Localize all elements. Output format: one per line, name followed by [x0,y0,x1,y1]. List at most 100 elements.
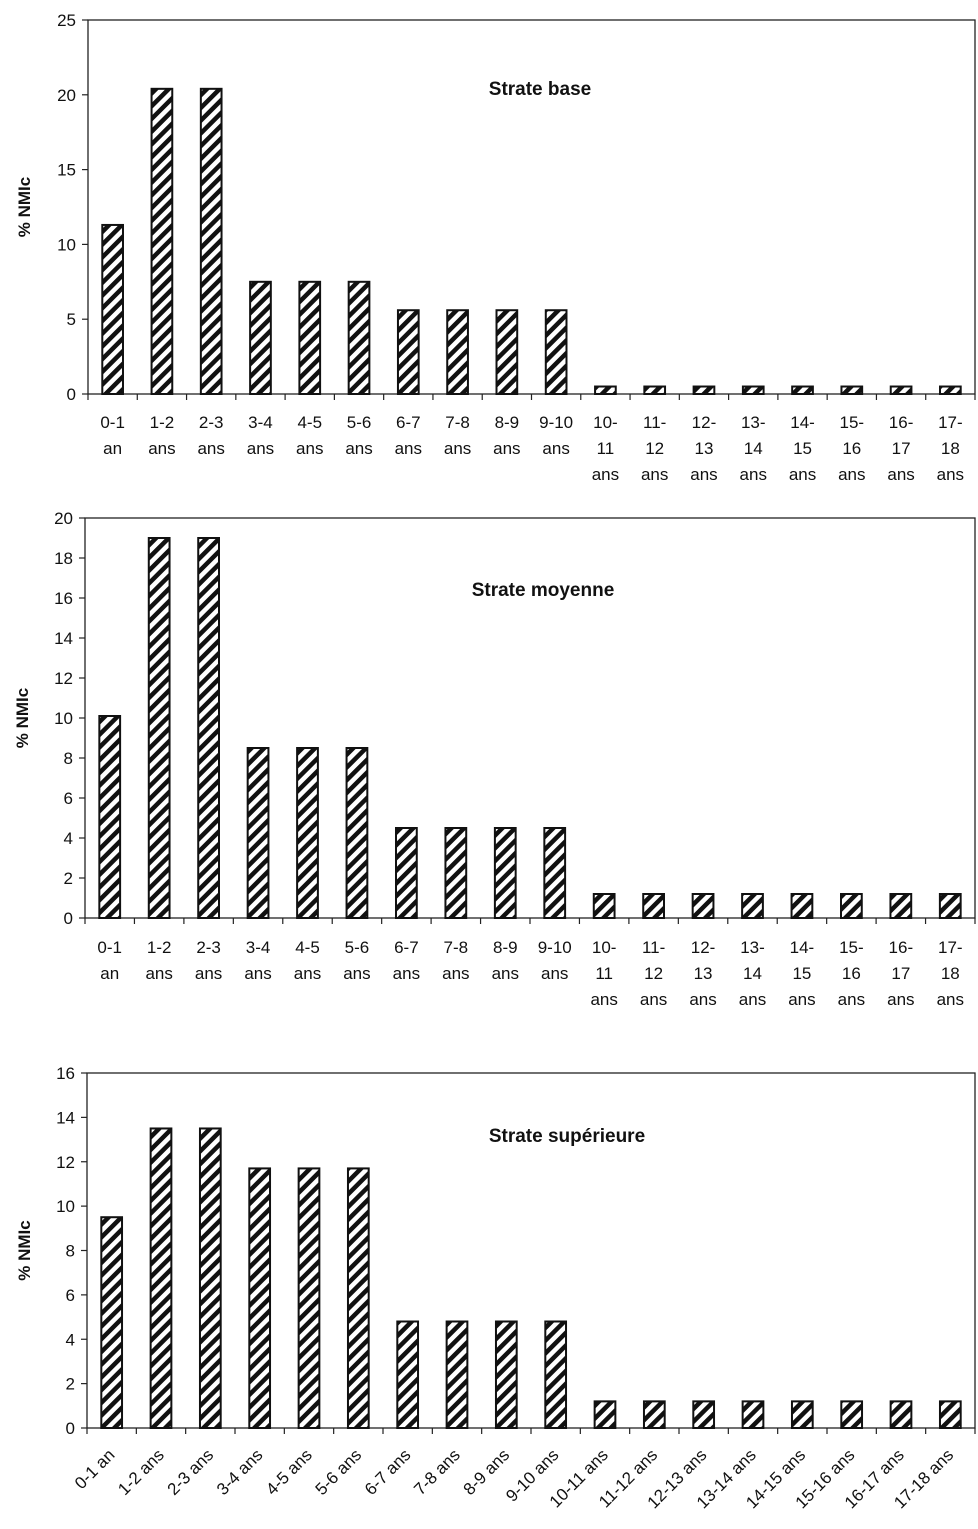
x-category-label: 1-2 ans [148,413,175,458]
y-tick-label: 20 [57,86,76,105]
y-tick-label: 15 [57,161,76,180]
y-tick-label: 6 [66,1286,75,1305]
bar [889,385,913,395]
bar [938,893,962,919]
chart-strate-moyenne: 0 2 4 6 8 10 12 14 16 18 20 0-1 an 1-2 ans 2-3 ans 3-4 ans… [0,500,978,1030]
x-category-label: 10-11 ans [590,938,617,1009]
bar [642,1400,666,1429]
bar [889,893,913,919]
bar [98,715,122,919]
bar [396,309,420,395]
x-category-label: 16-17 ans [887,413,914,484]
y-tick-label: 14 [56,1108,75,1127]
bar [642,893,665,919]
x-category-label: 4-5 ans [262,1445,316,1499]
x-category-label: 0-1 an [71,1445,119,1493]
bar [594,385,617,395]
bar [296,747,319,919]
bar [790,1400,814,1429]
y-tick-label: 6 [64,789,73,808]
bar [840,893,863,919]
chart-title: Strate supérieure [489,1126,645,1147]
bar [246,747,270,919]
bar [741,385,765,395]
bar [840,1400,864,1429]
bar [643,385,667,395]
bar [692,385,716,395]
x-category-label: 1-2 ans [145,938,172,983]
bar [197,537,220,919]
y-tick-label: 8 [66,1242,75,1261]
bar [396,1320,420,1429]
x-category-label: 8-9 ans [492,938,519,983]
x-category-label: 1-2 ans [114,1445,168,1499]
y-tick-label: 14 [54,629,73,648]
x-category-label: 4-5 ans [296,413,323,458]
x-category-label: 0-1 an [100,413,125,458]
x-category-label: 5-6 ans [343,938,370,983]
x-category-label: 2-3 ans [197,413,224,458]
chart-strate-superieure: 0 2 4 6 8 10 12 14 16 0-1 an 1-2 ans 2-3 ans 3-4 ans… [0,1030,978,1529]
bar [297,1167,321,1429]
x-category-label: 13-14 ans [740,413,767,484]
y-axis-label: % NMIc [13,688,32,748]
y-tick-label: 0 [64,909,73,928]
x-category-label: 17-18 ans [937,413,964,484]
y-tick-label: 10 [56,1197,75,1216]
y-tick-label: 0 [66,1419,75,1438]
chart-strate-base: 0 5 10 15 20 25 0-1 an 1-2 ans 2-3 ans 3-4 ans 4-5 ans 5… [0,0,978,500]
y-tick-label: 16 [54,589,73,608]
x-category-label: 4-5 ans [294,938,321,983]
bar [446,309,469,395]
x-category-label: 0-1 an [97,938,122,983]
x-category-label: 12-13 ans [690,413,717,484]
bar [199,87,223,395]
bar [939,385,962,395]
y-tick-label: 2 [64,869,73,888]
x-category-label: 16-17 ans [887,938,914,1009]
x-category-label: 5-6 ans [312,1445,366,1499]
y-tick-label: 12 [56,1153,75,1172]
bar [544,309,568,395]
bar [100,1216,124,1429]
chart-svg-strate-moyenne: 0 2 4 6 8 10 12 14 16 18 20 0-1 an 1-2 ans 2-3 ans 3-4 ans… [13,509,976,1009]
bar [791,385,814,395]
x-category-label: 15-16 ans [838,413,865,484]
y-tick-label: 20 [54,509,73,528]
x-category-label: 6-7 ans [395,413,422,458]
x-category-label: 14-15 ans [789,413,816,484]
bar [149,1127,173,1429]
y-tick-label: 18 [54,549,73,568]
x-category-label: 3-4 ans [244,938,271,983]
bar [938,1400,962,1429]
y-tick-label: 5 [67,310,76,329]
bar [198,1127,222,1429]
x-category-label: 3-4 ans [247,413,274,458]
bar [298,280,322,395]
y-tick-label: 4 [64,829,73,848]
bar [593,1400,617,1429]
x-category-label: 17-18 ans [937,938,964,1009]
bar [395,827,418,919]
x-category-label: 7-8 ans [410,1445,464,1499]
bar [346,1167,370,1429]
x-category-label: 11-12 ans [641,413,668,484]
x-category-label: 14-15 ans [788,938,815,1009]
y-tick-label: 8 [64,749,73,768]
bar [691,893,715,919]
chart-svg-strate-base: 0 5 10 15 20 25 0-1 an 1-2 ans 2-3 ans 3-4 ans 4-5 ans 5… [15,11,976,484]
x-category-label: 12-13 ans [689,938,716,1009]
y-axis-label: % NMIc [15,177,34,237]
y-tick-label: 25 [57,11,76,30]
bar [248,1167,272,1429]
y-tick-label: 4 [66,1330,75,1349]
bar [249,280,272,395]
bar [150,87,174,395]
y-axis-label: % NMIc [15,1220,34,1280]
x-category-label: 10-11 ans [592,413,619,484]
y-tick-label: 10 [57,235,76,254]
y-tick-label: 10 [54,709,73,728]
y-tick-label: 16 [56,1064,75,1083]
x-category-label: 8-9 ans [493,413,520,458]
